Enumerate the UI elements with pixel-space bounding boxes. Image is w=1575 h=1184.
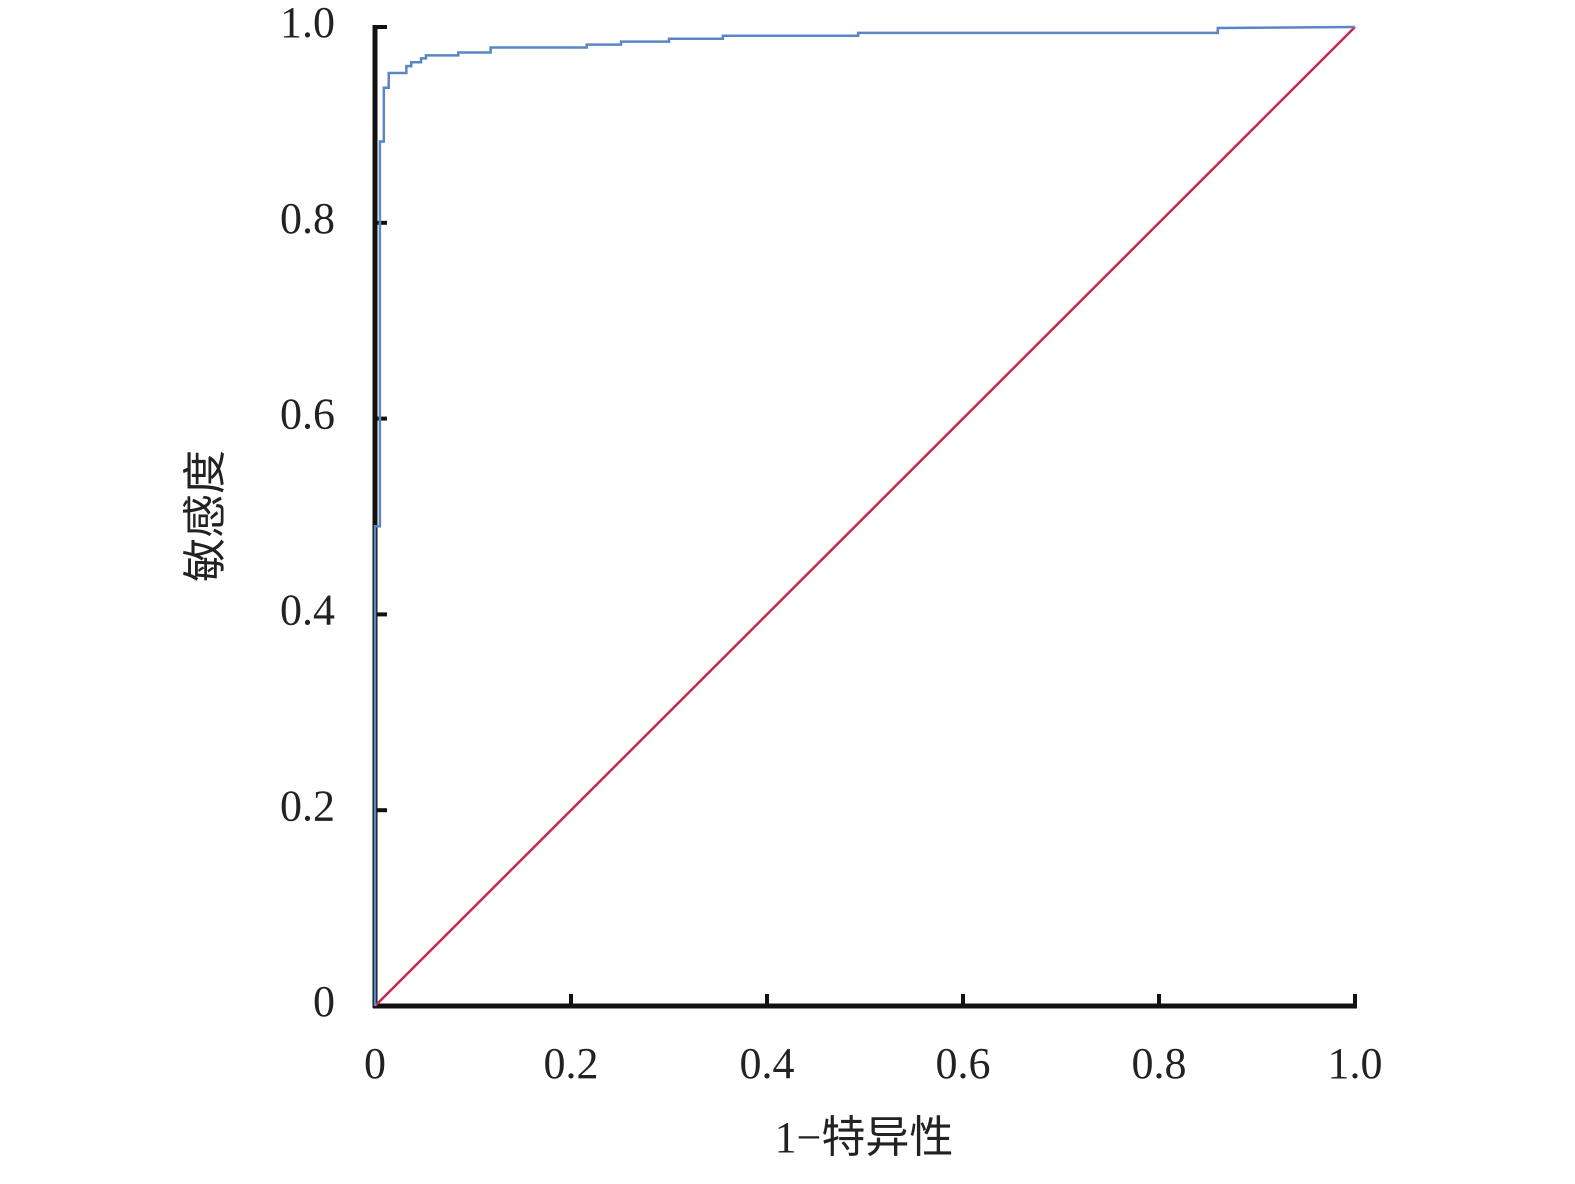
series-line bbox=[373, 25, 1356, 1006]
y-tick-label: 0.6 bbox=[280, 390, 335, 439]
y-tick-label: 0 bbox=[313, 977, 335, 1026]
x-tick-label: 1.0 bbox=[1328, 1039, 1383, 1088]
series-line bbox=[374, 26, 1356, 1007]
x-tick-label: 0.4 bbox=[740, 1039, 795, 1088]
x-axis-label: 1−特异性 bbox=[775, 1113, 954, 1162]
x-tick-label: 0.2 bbox=[544, 1039, 599, 1088]
y-tick-label: 0.4 bbox=[280, 585, 335, 634]
x-tick-label: 0 bbox=[364, 1039, 386, 1088]
y-tick-label: 0.2 bbox=[280, 781, 335, 830]
x-tick-label: 0.6 bbox=[936, 1039, 991, 1088]
y-axis-label: 敏感度 bbox=[181, 450, 230, 582]
y-tick-label: 1.0 bbox=[280, 0, 335, 47]
x-tick-label: 0.8 bbox=[1132, 1039, 1187, 1088]
y-tick-label: 0.8 bbox=[280, 194, 335, 243]
